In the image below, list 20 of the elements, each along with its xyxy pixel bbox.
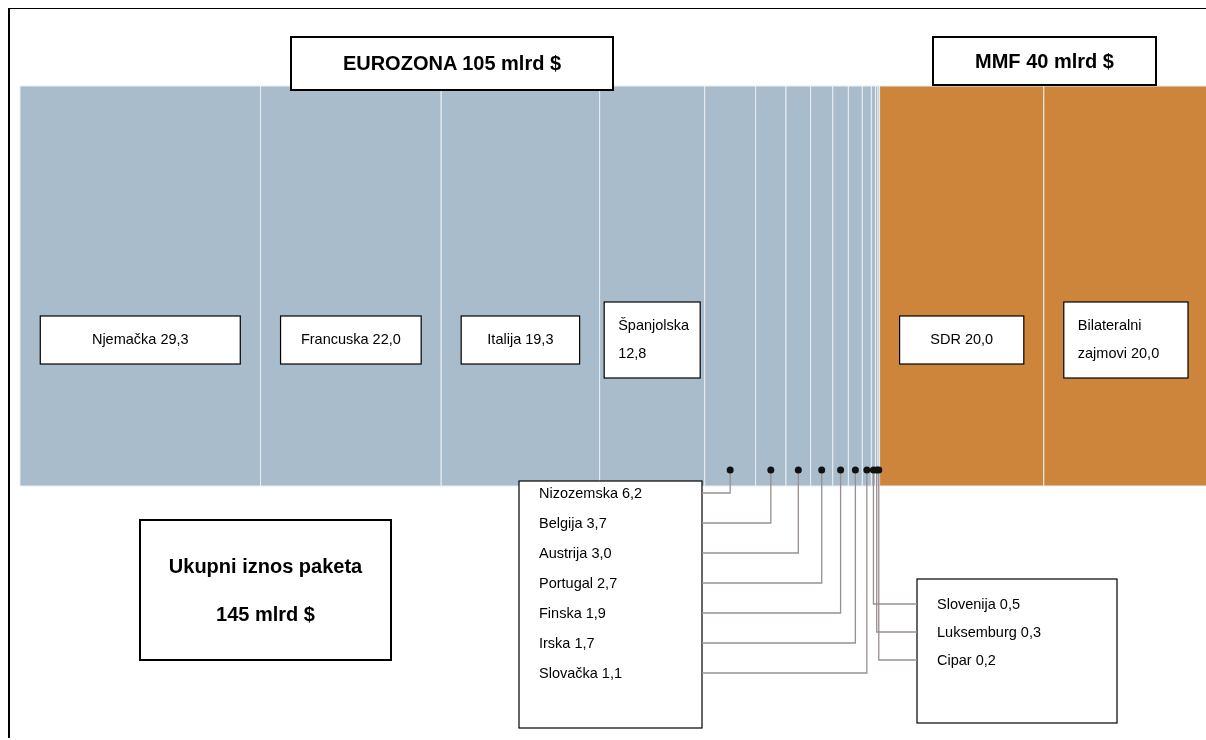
text-box: MMF 40 mlrd $: [932, 36, 1157, 86]
text: Bilateralni zajmovi 20,0: [1077, 317, 1160, 361]
text: Njemačka 29,3: [91, 331, 189, 347]
text: Nizozemska 6,2: [539, 485, 643, 501]
text: Francuska 22,0: [300, 331, 401, 347]
text: Austrija 3,0: [539, 545, 612, 561]
text: Cipar 0,2: [937, 652, 996, 668]
data-label: 12,8: [618, 345, 647, 361]
text: Belgija 3,7: [539, 515, 607, 531]
series-label: Španjolska: [618, 317, 691, 333]
text: Luksemburg 0,3: [937, 624, 1041, 640]
text-box: EUROZONA 105 mlrd $: [290, 36, 614, 91]
text: Irska 1,7: [539, 635, 595, 651]
text-box: Ukupni iznos paketa 145 mlrd $: [139, 519, 392, 661]
text: SDR 20,0: [930, 331, 994, 347]
text: Finska 1,9: [539, 605, 606, 621]
text: Slovenija 0,5: [937, 596, 1021, 612]
text: Italija 19,3: [487, 331, 554, 347]
text: Portugal 2,7: [539, 575, 618, 591]
text: Slovačka 1,1: [539, 665, 623, 681]
